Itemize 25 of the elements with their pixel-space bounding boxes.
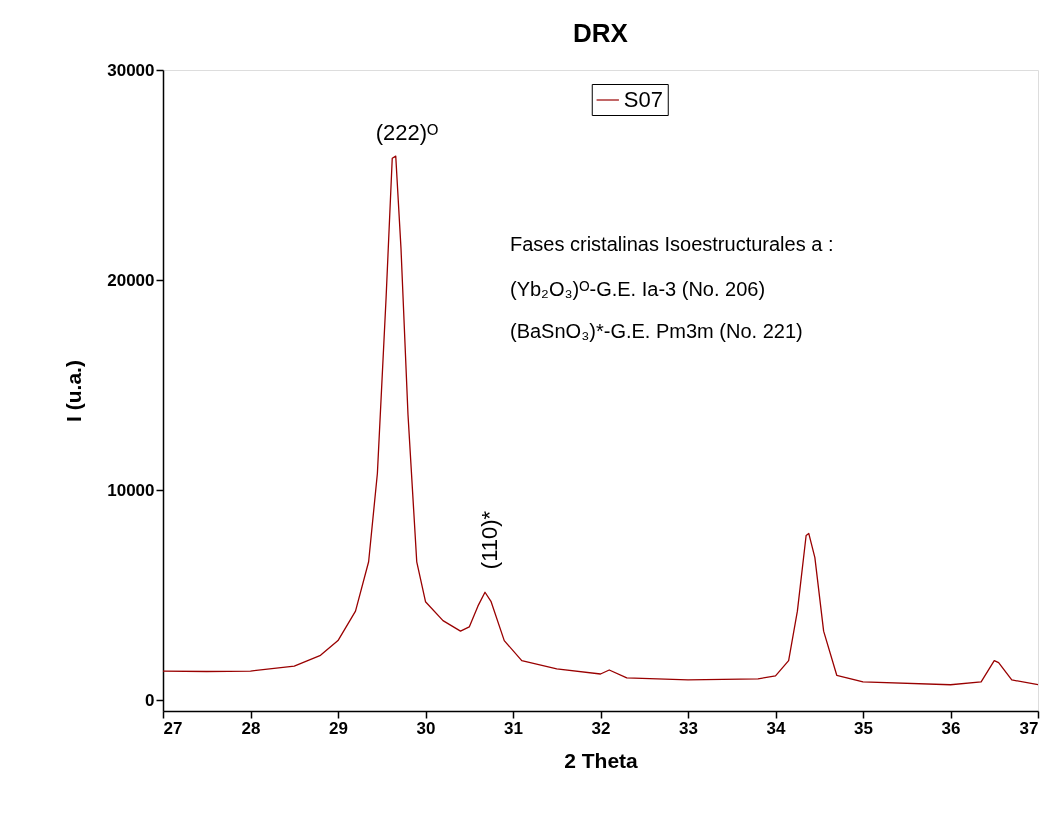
x-axis-title: 2 Theta — [564, 748, 639, 772]
x-tick-label: 28 — [241, 718, 261, 738]
x-tick-label: 34 — [766, 718, 786, 738]
y-tick-label: 0 — [145, 690, 155, 710]
annotation: (BaSnO₃)*-G.E. Pm3m (No. 221) — [510, 320, 803, 342]
line-series — [162, 155, 1039, 686]
legend-label: S07 — [623, 87, 663, 112]
x-tick-label: 35 — [854, 718, 873, 738]
annotation: Fases cristalinas Isoestructurales a : — [510, 233, 834, 255]
x-tick-label: 32 — [591, 718, 611, 738]
y-axis-title: I (u.a.) — [62, 360, 86, 422]
annotation: (Yb₂O₃)ᴼ-G.E. Ia-3 (No. 206) — [510, 278, 766, 300]
x-tick-label: 31 — [504, 718, 523, 738]
x-tick-label: 36 — [941, 718, 961, 738]
x-tick-label: 33 — [679, 718, 698, 738]
x-tick-label: 29 — [329, 718, 348, 738]
x-tick-label: 30 — [416, 718, 436, 738]
y-tick-label: 30000 — [107, 60, 155, 80]
x-tick-label: 37 — [1019, 718, 1039, 738]
x-tick-label: 27 — [163, 718, 183, 738]
annotation: (110)* — [477, 510, 502, 570]
y-tick-label: 10000 — [107, 480, 155, 500]
annotation: (222)ᴼ — [375, 120, 439, 145]
y-tick-label: 20000 — [107, 270, 155, 290]
chart-title: DRX — [573, 18, 629, 48]
